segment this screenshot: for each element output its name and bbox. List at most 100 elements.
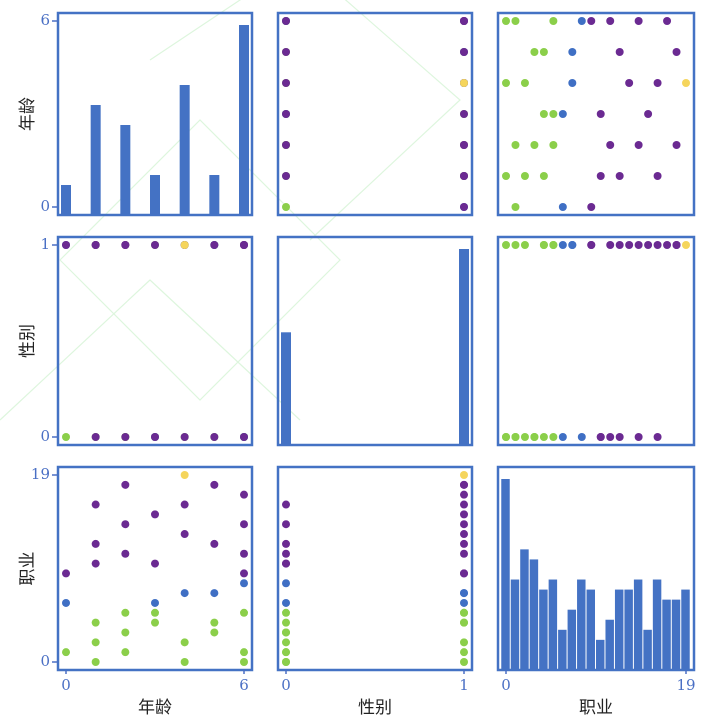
scatter-point xyxy=(62,433,70,441)
scatter-point xyxy=(549,433,557,441)
histogram-bar xyxy=(61,185,71,215)
scatter-point xyxy=(92,433,100,441)
watermark-line xyxy=(150,0,460,240)
scatter-point xyxy=(460,79,468,87)
scatter-point xyxy=(121,481,129,489)
histogram-bar xyxy=(662,600,670,670)
scatter-point xyxy=(625,241,633,249)
x-axis-title: 性别 xyxy=(358,698,392,718)
y-tick-label: 0 xyxy=(40,427,50,445)
scatter-point xyxy=(540,48,548,56)
scatter-point xyxy=(121,520,129,528)
scatter-point xyxy=(502,433,510,441)
scatter-point xyxy=(460,141,468,149)
scatter-point xyxy=(635,241,643,249)
scatter-point xyxy=(240,648,248,656)
scatter-point xyxy=(460,48,468,56)
scatter-point xyxy=(121,241,129,249)
scatter-point xyxy=(635,17,643,25)
scatter-point xyxy=(282,609,290,617)
y-tick-label: 19 xyxy=(31,465,50,483)
y-tick-label: 0 xyxy=(40,652,50,670)
panel-frame xyxy=(278,13,472,215)
scatter-point xyxy=(240,609,248,617)
scatter-point xyxy=(644,241,652,249)
histogram-bar xyxy=(681,590,689,670)
y-axis-title: 年龄 xyxy=(18,97,38,131)
scatter-point xyxy=(240,579,248,587)
scatter-point xyxy=(460,471,468,479)
panel-frame xyxy=(498,13,694,215)
x-tick-label: 6 xyxy=(239,676,249,694)
scatter-point xyxy=(540,433,548,441)
scatter-point xyxy=(62,241,70,249)
scatter-point xyxy=(521,241,529,249)
scatter-point xyxy=(460,550,468,558)
scatter-point xyxy=(92,501,100,509)
scatter-point xyxy=(606,141,614,149)
scatter-point xyxy=(654,433,662,441)
scatter-point xyxy=(663,17,671,25)
scatter-point xyxy=(549,141,557,149)
scatter-point xyxy=(181,530,189,538)
histogram-bar xyxy=(634,580,642,670)
scatter-point xyxy=(121,628,129,636)
y-tick-label: 6 xyxy=(40,11,50,29)
scatter-point xyxy=(181,638,189,646)
scatter-point xyxy=(282,520,290,528)
scatter-point xyxy=(282,172,290,180)
scatter-point xyxy=(460,648,468,656)
histogram-bar xyxy=(150,175,160,215)
scatter-point xyxy=(578,433,586,441)
scatter-point xyxy=(502,172,510,180)
scatter-point xyxy=(460,540,468,548)
histogram-bar xyxy=(577,580,585,670)
scatter-point xyxy=(92,540,100,548)
scatter-point xyxy=(181,241,189,249)
scatter-point xyxy=(210,619,218,627)
histogram-bar xyxy=(120,125,130,215)
scatter-point xyxy=(151,609,159,617)
scatter-point xyxy=(282,599,290,607)
histogram-bar xyxy=(501,479,509,670)
histogram-bar xyxy=(568,610,576,670)
scatter-point xyxy=(240,658,248,666)
histogram-bar xyxy=(539,590,547,670)
panel-frame xyxy=(278,237,472,445)
scatter-point xyxy=(151,619,159,627)
y-axis-title: 职业 xyxy=(18,552,38,586)
scatter-point xyxy=(282,638,290,646)
scatter-point xyxy=(587,241,595,249)
scatter-point xyxy=(210,433,218,441)
x-tick-label: 0 xyxy=(281,676,291,694)
scatter-point xyxy=(282,110,290,118)
histogram-bar xyxy=(209,175,219,215)
scatter-point xyxy=(673,48,681,56)
scatter-point xyxy=(460,491,468,499)
scatter-point xyxy=(568,241,576,249)
scatter-point xyxy=(282,579,290,587)
scatter-point xyxy=(597,110,605,118)
scatter-point xyxy=(460,530,468,538)
scatter-point xyxy=(460,638,468,646)
scatter-point xyxy=(282,540,290,548)
scatter-point xyxy=(92,638,100,646)
scatter-point xyxy=(616,433,624,441)
scatter-point xyxy=(644,110,652,118)
scatter-point xyxy=(578,17,586,25)
scatter-point xyxy=(654,241,662,249)
scatter-point xyxy=(240,550,248,558)
scatter-point xyxy=(460,589,468,597)
scatter-point xyxy=(151,510,159,518)
scatter-point xyxy=(282,619,290,627)
histogram-bar xyxy=(239,25,249,215)
scatter-point xyxy=(606,433,614,441)
scatter-point xyxy=(587,17,595,25)
scatter-point xyxy=(654,172,662,180)
scatter-point xyxy=(460,481,468,489)
scatter-point xyxy=(460,569,468,577)
histogram-bar xyxy=(596,640,604,670)
scatter-point xyxy=(682,79,690,87)
scatter-point xyxy=(540,172,548,180)
scatter-point xyxy=(540,241,548,249)
